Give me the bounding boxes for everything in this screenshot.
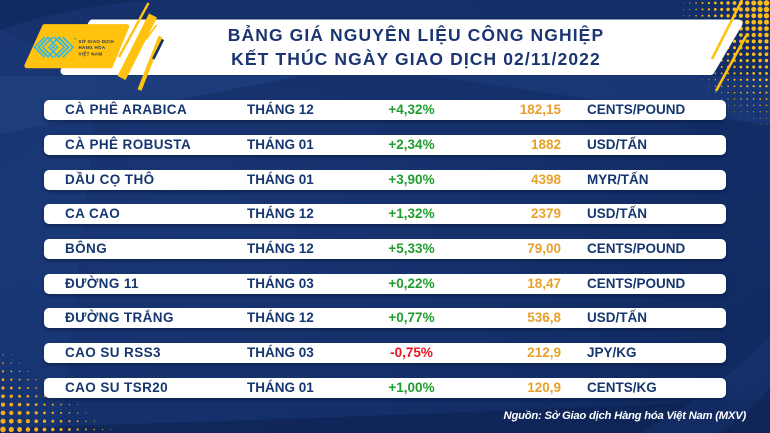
svg-text:SỞ GIAO DỊCH: SỞ GIAO DỊCH <box>79 38 114 44</box>
svg-text:™: ™ <box>74 37 78 42</box>
svg-text:VIỆT NAM: VIỆT NAM <box>79 49 103 56</box>
svg-text:HÀNG HÓA: HÀNG HÓA <box>79 43 106 50</box>
